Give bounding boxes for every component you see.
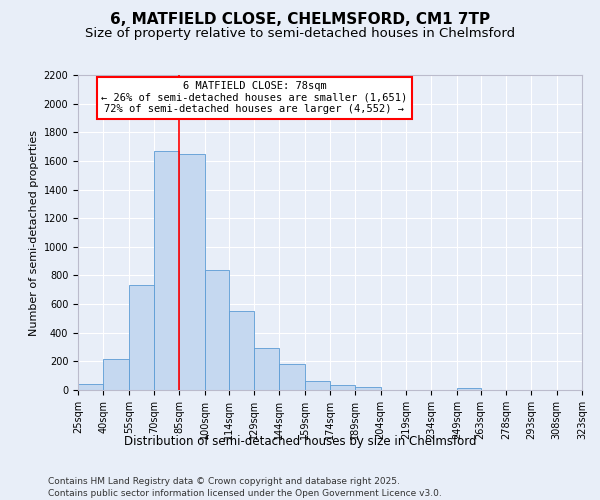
Bar (103, 358, 129, 390)
Bar (355, 387, 381, 390)
Text: Size of property relative to semi-detached houses in Chelmsford: Size of property relative to semi-detach… (85, 28, 515, 40)
Bar (254, 348, 279, 390)
Text: 6, MATFIELD CLOSE, CHELMSFORD, CM1 7TP: 6, MATFIELD CLOSE, CHELMSFORD, CM1 7TP (110, 12, 490, 28)
Bar (305, 380, 330, 390)
Text: 6 MATFIELD CLOSE: 78sqm
← 26% of semi-detached houses are smaller (1,651)
72% of: 6 MATFIELD CLOSE: 78sqm ← 26% of semi-de… (101, 82, 407, 114)
Text: Contains HM Land Registry data © Crown copyright and database right 2025.: Contains HM Land Registry data © Crown c… (48, 478, 400, 486)
Text: Distribution of semi-detached houses by size in Chelmsford: Distribution of semi-detached houses by … (124, 435, 476, 448)
Bar (229, 310, 254, 390)
Bar (279, 364, 305, 390)
Bar (205, 270, 229, 390)
Y-axis label: Number of semi-detached properties: Number of semi-detached properties (29, 130, 40, 336)
Bar (129, 286, 154, 390)
Bar (78, 384, 103, 390)
Bar (457, 388, 481, 390)
Text: Contains public sector information licensed under the Open Government Licence v3: Contains public sector information licen… (48, 489, 442, 498)
Bar (330, 385, 355, 390)
Bar (179, 154, 205, 390)
Bar (154, 151, 179, 390)
